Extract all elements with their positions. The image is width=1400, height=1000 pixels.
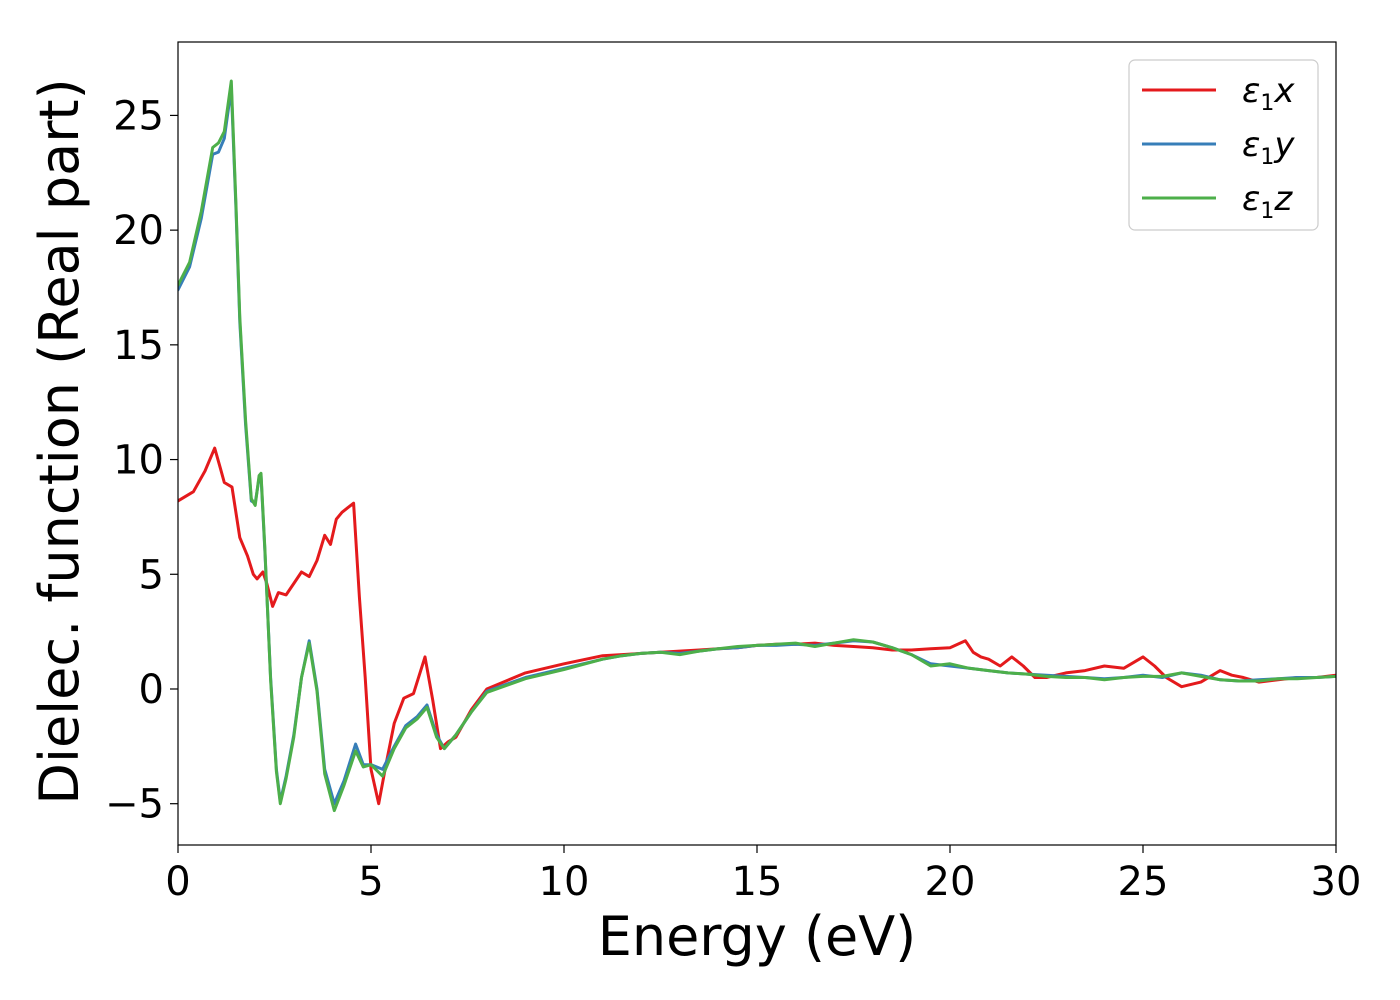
y-tick-label: 20	[113, 208, 164, 254]
legend: ε1x ε1y ε1z	[1128, 59, 1319, 231]
y-axis-title: Dielec. function (Real part)	[28, 78, 91, 804]
x-tick-label: 0	[165, 859, 190, 905]
x-tick-label: 10	[539, 859, 590, 905]
x-tick-label: 25	[1118, 859, 1169, 905]
series-layer	[178, 79, 1336, 813]
x-axis-ticks: 0 5 10 15 20 25 30	[165, 845, 1361, 905]
y-tick-label: −5	[105, 782, 164, 828]
y-axis-ticks: −5 0 5 10 15 20 25	[105, 93, 178, 828]
legend-label: ε1z	[1242, 179, 1293, 224]
x-tick-label: 30	[1311, 859, 1362, 905]
x-axis-title: Energy (eV)	[598, 905, 917, 968]
y-tick-label: 0	[139, 667, 164, 713]
x-tick-label: 20	[925, 859, 976, 905]
legend-label: ε1x	[1242, 71, 1295, 116]
y-tick-label: 10	[113, 438, 164, 484]
x-tick-label: 5	[358, 859, 383, 905]
x-tick-label: 15	[732, 859, 783, 905]
y-tick-label: 15	[113, 323, 164, 369]
y-tick-label: 25	[113, 93, 164, 139]
series-line-ε1z	[178, 79, 1336, 813]
y-tick-label: 5	[139, 552, 164, 598]
series-line-ε1x	[178, 446, 1336, 806]
legend-label: ε1y	[1242, 125, 1295, 170]
legend-box	[1128, 59, 1319, 231]
